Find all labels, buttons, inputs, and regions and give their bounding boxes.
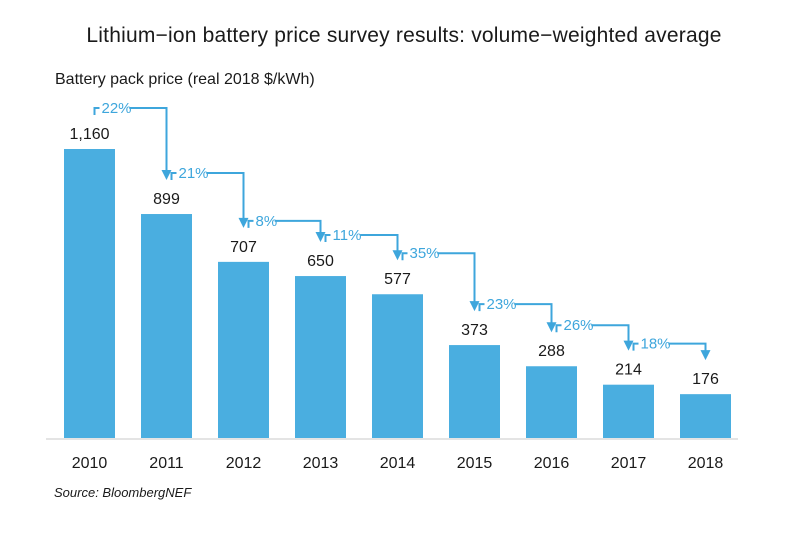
chart-title: Lithium−ion battery price survey results… — [86, 24, 722, 47]
bar-2018 — [680, 394, 731, 438]
change-label: 8% — [256, 213, 278, 230]
x-tick-2018: 2018 — [688, 455, 724, 472]
change-annotation-2014-2015: 35% — [401, 245, 480, 312]
change-label: 23% — [487, 296, 517, 313]
value-label-2011: 899 — [153, 191, 180, 208]
arrow-head — [238, 217, 249, 228]
change-annotation-2013-2014: 11% — [324, 227, 403, 261]
change-annotation-2017-2018: 18% — [632, 336, 711, 361]
change-annotation-2016-2017: 26% — [555, 317, 634, 351]
bracket-left — [247, 219, 254, 228]
change-annotation-2010-2011: 22% — [93, 100, 172, 181]
bracket-left — [478, 303, 485, 312]
arrow-head — [546, 322, 557, 333]
value-label-2016: 288 — [538, 343, 565, 360]
arrow-head — [700, 350, 711, 361]
change-label: 18% — [641, 336, 671, 353]
bracket-right — [360, 234, 399, 252]
bar-2014 — [372, 294, 423, 438]
x-tick-2015: 2015 — [457, 455, 493, 472]
bracket-left — [555, 324, 562, 333]
x-tick-2011: 2011 — [149, 455, 184, 472]
bar-2012 — [218, 261, 269, 438]
bracket-right — [206, 172, 245, 219]
value-label-2017: 214 — [615, 362, 642, 379]
x-tick-2010: 2010 — [72, 455, 108, 472]
bar-2015 — [449, 345, 500, 438]
arrow-head — [161, 170, 172, 181]
bracket-left — [632, 342, 639, 351]
arrow-head — [623, 340, 634, 351]
bracket-left — [93, 107, 100, 115]
bracket-right — [591, 324, 630, 342]
change-annotation-2012-2013: 8% — [247, 213, 326, 243]
y-axis-label: Battery pack price (real 2018 $/kWh) — [55, 71, 315, 88]
change-label: 21% — [179, 165, 209, 182]
change-label: 35% — [410, 245, 440, 262]
bracket-right — [668, 342, 707, 352]
bar-2011 — [141, 214, 192, 438]
bracket-left — [324, 234, 331, 243]
arrow-head — [315, 232, 326, 243]
change-label: 11% — [333, 227, 362, 244]
arrow-head — [469, 301, 480, 312]
value-label-2013: 650 — [307, 253, 334, 270]
bracket-left — [401, 252, 408, 261]
bracket-right — [514, 303, 553, 324]
x-tick-2017: 2017 — [611, 455, 647, 472]
bar-2013 — [295, 276, 346, 438]
bracket-right — [437, 252, 476, 303]
value-label-2010: 1,160 — [69, 126, 109, 143]
change-label: 22% — [102, 100, 132, 117]
value-label-2014: 577 — [384, 271, 411, 288]
bracket-right — [129, 107, 168, 172]
value-label-2015: 373 — [461, 322, 488, 339]
source-note: Source: BloombergNEF — [54, 485, 192, 500]
x-tick-2014: 2014 — [380, 455, 416, 472]
x-tick-2012: 2012 — [226, 455, 262, 472]
bar-2017 — [603, 384, 654, 438]
x-tick-2016: 2016 — [534, 455, 570, 472]
value-label-2012: 707 — [230, 239, 257, 256]
value-label-2018: 176 — [692, 371, 719, 388]
arrow-head — [392, 250, 403, 261]
bar-2010 — [64, 149, 115, 438]
change-annotation-2015-2016: 23% — [478, 296, 557, 333]
bracket-right — [274, 219, 322, 234]
change-annotation-2011-2012: 21% — [170, 165, 249, 228]
bar-2016 — [526, 366, 577, 438]
bracket-left — [170, 172, 177, 181]
change-label: 26% — [564, 317, 594, 334]
x-tick-2013: 2013 — [303, 455, 339, 472]
